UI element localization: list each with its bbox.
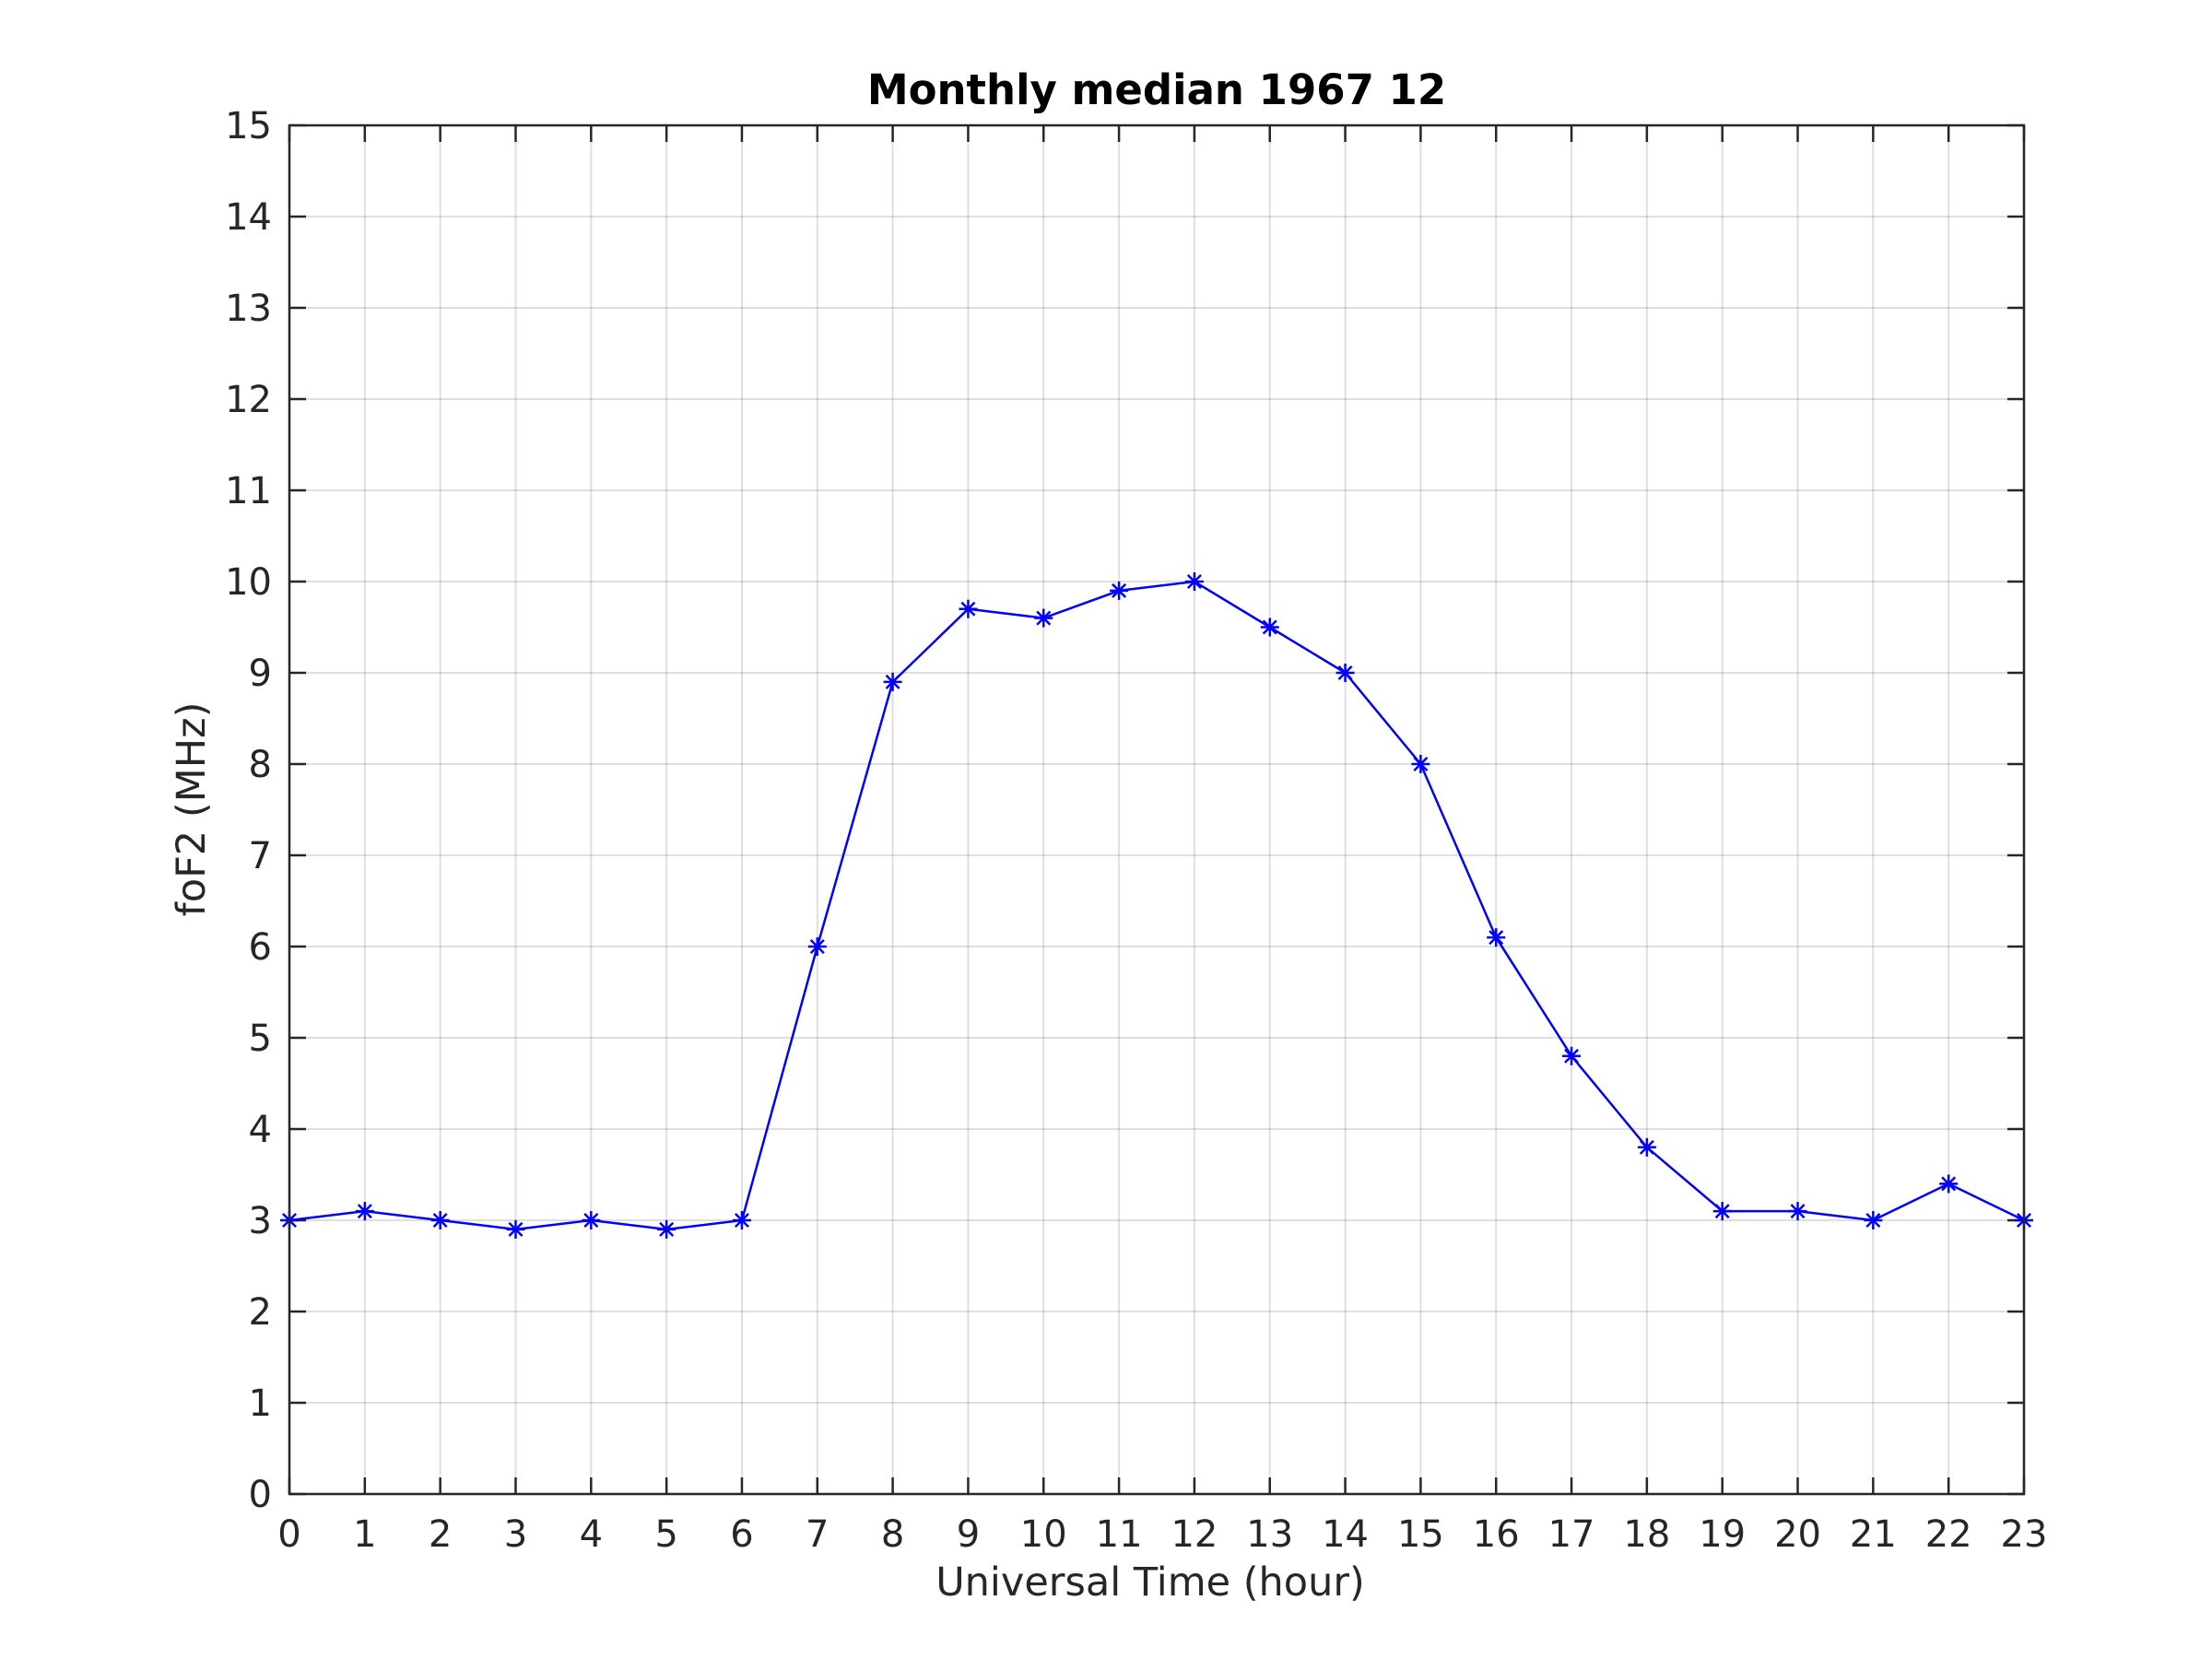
data-point-marker: [1637, 1137, 1656, 1157]
y-axis-title: foF2 (MHz): [169, 702, 215, 917]
x-tick-label: 15: [1397, 1513, 1444, 1556]
data-point-marker: [582, 1211, 601, 1230]
x-tick-label: 7: [806, 1513, 829, 1556]
x-tick-label: 19: [1699, 1513, 1746, 1556]
data-point-marker: [1260, 618, 1279, 637]
x-tick-label: 16: [1473, 1513, 1520, 1556]
y-tick-label: 0: [249, 1474, 272, 1516]
x-tick-label: 13: [1246, 1513, 1293, 1556]
tick-labels: 0 1 2 3 4 5 6 7 8 9 10 11 12 13 14 15 16 17 18 19 20 21 22 2301…: [225, 105, 2047, 1556]
x-tick-label: 9: [957, 1513, 980, 1556]
x-tick-label: 6: [730, 1513, 753, 1556]
y-tick-label: 1: [249, 1382, 272, 1425]
x-tick-label: 22: [1925, 1513, 1972, 1556]
x-tick-label: 14: [1322, 1513, 1369, 1556]
y-tick-label: 7: [249, 835, 272, 877]
plot-frame: [288, 124, 2026, 1496]
grid: [288, 124, 2025, 1495]
y-tick-label: 9: [249, 653, 272, 695]
x-tick-label: 12: [1171, 1513, 1218, 1556]
x-tick-label: 21: [1850, 1513, 1897, 1556]
y-tick-label: 14: [225, 196, 272, 239]
y-tick-label: 6: [249, 926, 272, 969]
y-tick-label: 3: [249, 1200, 272, 1242]
series-line: [288, 580, 2025, 1231]
y-tick-label: 12: [225, 379, 272, 421]
x-tick-label: 2: [429, 1513, 452, 1556]
data-point-marker: [1335, 664, 1355, 682]
data-point-marker: [1034, 608, 1053, 628]
axis-ticks: [288, 124, 2026, 1496]
y-tick-label: 10: [225, 561, 272, 604]
x-tick-label: 23: [2001, 1513, 2048, 1556]
x-tick-label: 1: [353, 1513, 376, 1556]
data-point-marker: [732, 1211, 751, 1230]
data-point-marker: [1184, 572, 1204, 591]
x-tick-label: 5: [654, 1513, 677, 1556]
x-tick-label: 11: [1096, 1513, 1143, 1556]
data-point-marker: [1864, 1211, 1883, 1230]
y-tick-label: 4: [249, 1109, 272, 1151]
y-tick-label: 11: [225, 470, 272, 512]
y-tick-label: 2: [249, 1291, 272, 1334]
x-axis-title: Universal Time (hour): [935, 1559, 1365, 1606]
x-tick-label: 8: [881, 1513, 904, 1556]
y-tick-label: 13: [225, 288, 272, 330]
y-tick-label: 5: [249, 1018, 272, 1060]
x-tick-label: 4: [580, 1513, 603, 1556]
data-point-marker: [1411, 755, 1430, 773]
x-tick-label: 10: [1020, 1513, 1067, 1556]
data-point-marker: [1712, 1202, 1732, 1221]
x-tick-label: 20: [1774, 1513, 1821, 1556]
x-tick-label: 17: [1548, 1513, 1595, 1556]
data-point-marker: [1110, 581, 1129, 600]
series-layer: [280, 572, 2033, 1239]
x-tick-label: 18: [1623, 1513, 1670, 1556]
data-point-marker: [807, 937, 827, 956]
y-tick-label: 8: [249, 744, 272, 786]
data-point-marker: [1562, 1046, 1582, 1065]
y-tick-label: 15: [225, 105, 272, 147]
chart-title: Monthly median 1967 12: [867, 65, 1446, 114]
data-point-marker: [430, 1211, 450, 1230]
data-point-marker: [1788, 1202, 1807, 1221]
data-point-marker: [657, 1219, 677, 1239]
data-point-marker: [355, 1202, 374, 1221]
data-point-marker: [1939, 1174, 1959, 1194]
data-point-marker: [506, 1219, 525, 1239]
data-point-marker: [1487, 928, 1506, 947]
x-tick-label: 0: [277, 1513, 300, 1556]
data-point-marker: [959, 599, 978, 618]
plot-area: [289, 125, 2024, 1494]
data-point-marker: [883, 672, 902, 691]
x-tick-label: 3: [504, 1513, 527, 1556]
